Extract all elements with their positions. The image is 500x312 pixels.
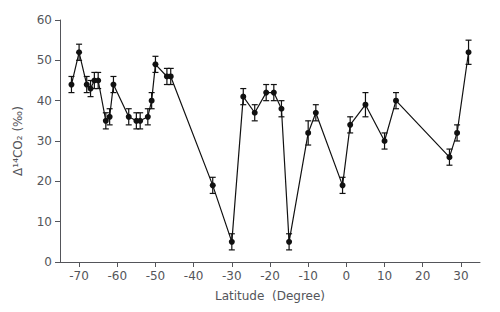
svg-text:-20: -20: [260, 269, 280, 283]
svg-text:60: 60: [37, 13, 52, 27]
svg-text:0: 0: [343, 269, 351, 283]
svg-text:50: 50: [37, 53, 52, 67]
svg-text:-40: -40: [184, 269, 204, 283]
svg-text:-60: -60: [107, 269, 127, 283]
svg-text:30: 30: [453, 269, 468, 283]
svg-text:-70: -70: [69, 269, 89, 283]
svg-text:10: 10: [37, 215, 52, 229]
svg-text:30: 30: [37, 134, 52, 148]
svg-text:20: 20: [415, 269, 430, 283]
svg-text:0: 0: [44, 255, 52, 269]
svg-text:-10: -10: [298, 269, 318, 283]
svg-text:-30: -30: [222, 269, 242, 283]
svg-text:Latitude (Degree): Latitude (Degree): [215, 289, 325, 303]
svg-text:40: 40: [37, 94, 52, 108]
svg-text:20: 20: [37, 174, 52, 188]
svg-text:10: 10: [377, 269, 392, 283]
svg-text:-50: -50: [146, 269, 166, 283]
svg-text:Δ¹⁴CO₂ (‰): Δ¹⁴CO₂ (‰): [11, 106, 25, 176]
